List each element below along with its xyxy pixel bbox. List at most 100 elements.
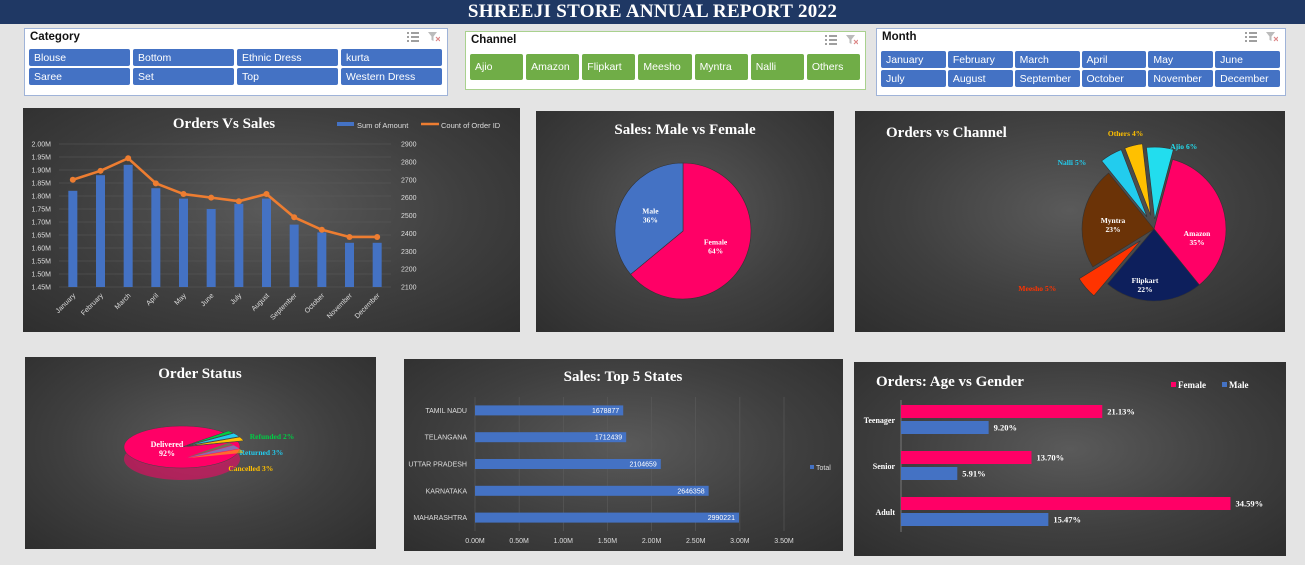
category-option-blouse[interactable]: Blouse <box>29 49 130 66</box>
category-items: Blouse Bottom Ethnic Dress kurta Saree Set Top… <box>29 49 442 85</box>
bar-senior-female <box>901 451 1032 464</box>
month-option-march[interactable]: March <box>1014 51 1080 68</box>
bar-may <box>179 198 188 287</box>
pie-slice-myntra <box>1081 172 1155 268</box>
category-option-western-dress[interactable]: Western Dress <box>341 68 442 85</box>
slice-percent: 35% <box>1190 238 1205 247</box>
bar-value-label: 1678877 <box>592 408 619 415</box>
month-option-september[interactable]: September <box>1014 70 1080 87</box>
slice-label: Male <box>642 207 659 216</box>
x-tick-label: December <box>354 292 382 320</box>
category-option-top[interactable]: Top <box>237 68 338 85</box>
y-left-tick-label: 1.95M <box>32 155 52 162</box>
slice-percent: 36% <box>643 216 658 225</box>
bar-december <box>372 242 382 287</box>
x-tick-label: March <box>114 292 133 311</box>
pie-side-returned <box>187 445 240 458</box>
month-option-october[interactable]: October <box>1081 70 1147 87</box>
month-option-may[interactable]: May <box>1148 51 1214 68</box>
bar-teenager-male <box>901 421 989 434</box>
y-left-tick-label: 1.55M <box>32 259 52 266</box>
legend-label-total: Total <box>816 465 831 472</box>
bar-value-label: 13.70% <box>1036 453 1064 463</box>
slice-label: Nalli <box>1058 158 1073 167</box>
multi-select-icon[interactable] <box>407 32 419 42</box>
x-tick-label: January <box>55 292 78 315</box>
month-option-february[interactable]: February <box>947 51 1013 68</box>
slice-percent: 22% <box>1138 285 1153 294</box>
x-tick-label: 1.50M <box>598 538 618 545</box>
bar-value-label: 34.59% <box>1235 499 1263 509</box>
orders-line <box>72 156 378 239</box>
legend-label-female: Female <box>1178 380 1206 390</box>
pie-slice-female <box>630 162 752 300</box>
month-option-december[interactable]: December <box>1215 70 1280 87</box>
bar-karnataka <box>475 485 709 496</box>
channel-option-others[interactable]: Others <box>806 54 860 80</box>
month-option-january[interactable]: January <box>881 51 946 68</box>
bar-february <box>96 175 105 287</box>
pie-slice-nalli <box>1101 149 1148 218</box>
slice-percent: 6% <box>1186 142 1197 151</box>
month-items: January February March April May June July Augu… <box>881 51 1280 87</box>
category-option-ethnic-dress[interactable]: Ethnic Dress <box>237 49 338 66</box>
clear-filter-icon[interactable] <box>846 35 858 45</box>
month-option-april[interactable]: April <box>1081 51 1147 68</box>
category-option-saree[interactable]: Saree <box>29 68 130 85</box>
pie-slice-returned <box>187 432 240 447</box>
month-option-november[interactable]: November <box>1148 70 1214 87</box>
clear-filter-icon[interactable] <box>1266 32 1278 42</box>
top-states-panel: Sales: Top 5 States 0.00M 0.50M 1.00M 1.50M 2… <box>404 359 843 551</box>
y-right-tick-label: 2100 <box>401 285 417 292</box>
month-option-august[interactable]: August <box>947 70 1013 87</box>
orders-point-february <box>97 167 104 174</box>
channel-option-meesho[interactable]: Meesho <box>638 54 692 80</box>
slice-label: Refunded <box>250 432 282 441</box>
channel-option-ajio[interactable]: Ajio <box>470 54 524 80</box>
channel-option-nalli[interactable]: Nalli <box>750 54 804 80</box>
y-left-tick-label: 1.50M <box>32 272 52 279</box>
orders-channel-panel: Orders vs Channel Amazon 35% Flipkart 22% Mee… <box>855 111 1285 332</box>
channel-option-myntra[interactable]: Myntra <box>694 54 748 80</box>
x-tick-label: 2.50M <box>686 538 706 545</box>
bar-value-label: 2990221 <box>708 515 735 522</box>
y-tick-label: MAHARASHTRA <box>413 515 467 522</box>
order-status-panel: Order Status Delivered 92% Refunded 2% Return… <box>25 357 376 549</box>
month-option-june[interactable]: June <box>1215 51 1280 68</box>
slice-percent: 3% <box>262 464 273 473</box>
age-gender-panel: Orders: Age vs Gender Female Male Teenager 2… <box>854 362 1286 556</box>
category-option-bottom[interactable]: Bottom <box>133 49 234 66</box>
y-right-tick-label: 2800 <box>401 159 417 166</box>
bar-value-label: 2646358 <box>677 488 704 495</box>
channel-option-amazon[interactable]: Amazon <box>526 54 580 80</box>
month-slicer: Month January February March April May June Ju… <box>876 28 1286 96</box>
y-right-tick-label: 2900 <box>401 142 417 149</box>
bar-march <box>123 164 133 287</box>
multi-select-icon[interactable] <box>1245 32 1257 42</box>
chart-title: Sales: Male vs Female <box>614 122 756 138</box>
slice-label: Amazon <box>1184 229 1211 238</box>
x-tick-label: November <box>326 292 354 320</box>
age-gender-chart: Orders: Age vs Gender Female Male Teenager 2… <box>864 374 1263 532</box>
pie-side-cancelled <box>187 449 244 459</box>
category-option-set[interactable]: Set <box>133 68 234 85</box>
slice-percent: 23% <box>1106 225 1121 234</box>
y-tick-label: TELANGANA <box>425 435 468 442</box>
category-option-kurta[interactable]: kurta <box>341 49 442 66</box>
x-tick-label: 1.00M <box>554 538 574 545</box>
bar-value-label: 21.13% <box>1107 407 1135 417</box>
slice-percent: 92% <box>159 449 175 458</box>
clear-filter-icon[interactable] <box>428 32 440 42</box>
legend-swatch-amount <box>337 122 354 126</box>
slice-label: Female <box>704 237 728 246</box>
orders-point-september <box>291 214 298 221</box>
y-right-tick-label: 2400 <box>401 231 417 238</box>
y-left-tick-label: 1.65M <box>32 233 52 240</box>
bar-adult-male <box>901 513 1049 526</box>
y-left-tick-label: 1.45M <box>32 285 52 292</box>
month-option-july[interactable]: July <box>881 70 946 87</box>
multi-select-icon[interactable] <box>825 35 837 45</box>
channel-option-flipkart[interactable]: Flipkart <box>582 54 636 80</box>
orders-vs-sales-chart: Orders Vs Sales Sum of Amount Count of Ord… <box>32 116 501 322</box>
